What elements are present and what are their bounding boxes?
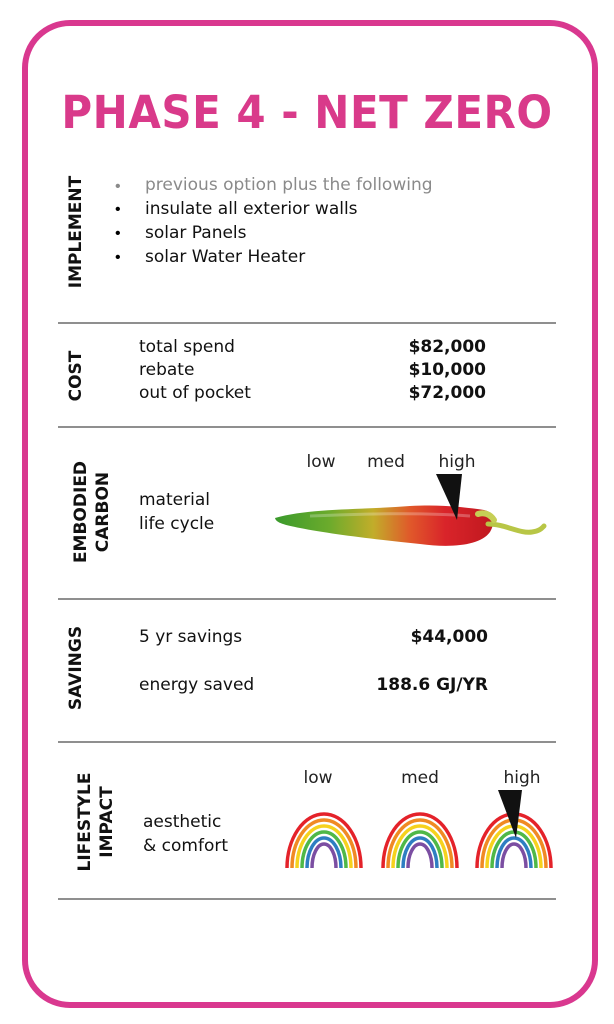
section-label-lifestyle-impact: LIFESTYLE IMPACT	[74, 773, 118, 872]
section-divider	[58, 741, 556, 743]
rainbow-icon	[285, 812, 553, 869]
chili-pepper-icon	[275, 505, 547, 546]
cost-row-value: $10,000	[408, 360, 486, 380]
implement-item: solar Water Heater	[145, 247, 306, 267]
label-line: IMPACT	[97, 786, 117, 858]
carbon-desc-line: life cycle	[139, 514, 215, 534]
scale-label-low: low	[303, 768, 333, 788]
section-divider	[58, 322, 556, 324]
label-line: EMBODIED	[71, 460, 91, 564]
scale-label-med: med	[367, 452, 405, 472]
label-line: CARBON	[93, 471, 113, 553]
bullet-icon: •	[115, 225, 121, 242]
lifestyle-desc-line: aesthetic	[143, 812, 222, 832]
implement-item: insulate all exterior walls	[145, 199, 358, 219]
scale-label-low: low	[306, 452, 336, 472]
section-divider	[58, 898, 556, 900]
bullet-icon: •	[115, 201, 121, 218]
bullet-icon: •	[115, 249, 121, 266]
section-label-implement: IMPLEMENT	[66, 175, 86, 289]
savings-row-name: 5 yr savings	[139, 627, 243, 647]
cost-row-name: out of pocket	[139, 383, 251, 403]
rating-marker-icon	[498, 790, 522, 838]
cost-row-name: rebate	[139, 360, 195, 380]
section-label-savings: SAVINGS	[66, 625, 86, 711]
page-title: PHASE 4 - NET ZERO	[61, 86, 553, 139]
cost-row-name: total spend	[139, 337, 235, 357]
savings-row-value: 188.6 GJ/YR	[376, 675, 488, 695]
scale-label-high: high	[503, 768, 541, 788]
rating-marker-icon	[436, 474, 462, 520]
label-line: LIFESTYLE	[75, 772, 95, 872]
implement-item: solar Panels	[145, 223, 247, 243]
section-divider	[58, 598, 556, 600]
cost-row-value: $72,000	[408, 383, 486, 403]
section-divider	[58, 426, 556, 428]
scale-label-high: high	[438, 452, 476, 472]
savings-row-name: energy saved	[139, 675, 255, 695]
cost-row-value: $82,000	[408, 337, 486, 357]
section-label-embodied-carbon: EMBODIED CARBON	[70, 461, 114, 563]
savings-row-value: $44,000	[410, 627, 488, 647]
carbon-desc-line: material	[139, 490, 210, 510]
implement-item: previous option plus the following	[145, 175, 433, 195]
scale-label-med: med	[401, 768, 439, 788]
bullet-icon: •	[115, 178, 121, 195]
section-label-cost: COST	[66, 350, 86, 402]
lifestyle-desc-line: & comfort	[143, 836, 229, 856]
